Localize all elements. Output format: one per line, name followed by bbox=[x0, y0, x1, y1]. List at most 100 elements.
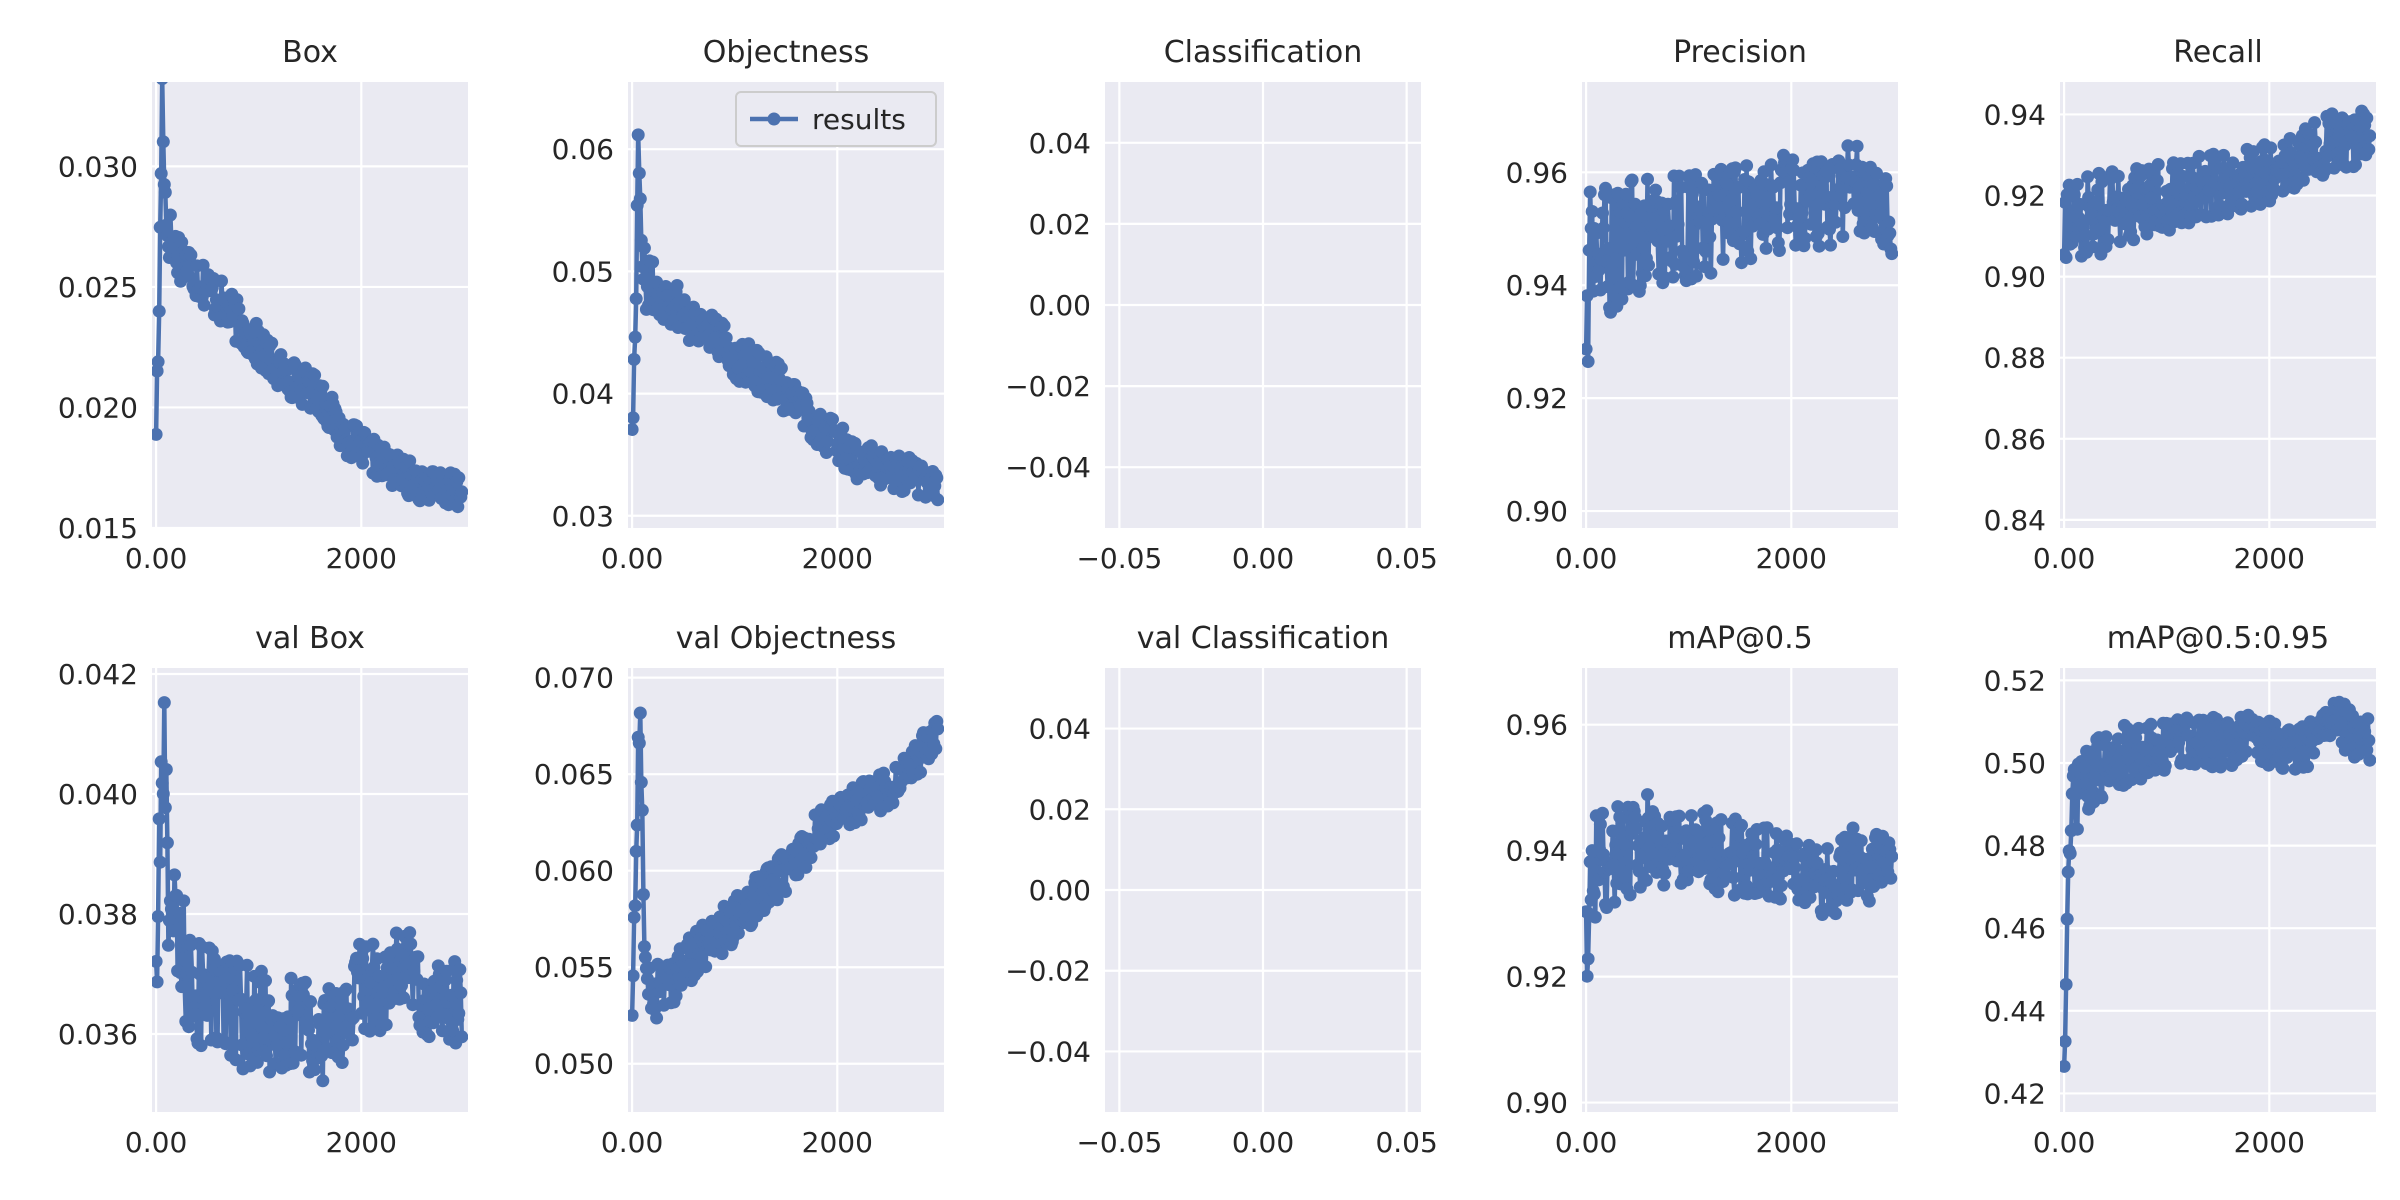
data-point bbox=[1615, 292, 1629, 306]
y-tick-label: 0.52 bbox=[1984, 664, 2046, 697]
data-point bbox=[173, 906, 187, 920]
data-point bbox=[1811, 227, 1825, 240]
data-point bbox=[158, 185, 172, 199]
y-tick-label: 0.015 bbox=[58, 512, 138, 545]
data-point bbox=[819, 446, 833, 459]
data-point bbox=[1649, 183, 1663, 197]
subplot-10: 0.42 0.44 0.46 0.48 0.50 0.52 0.00 2000 mAP@0.5:… bbox=[1984, 621, 2376, 1159]
data-point bbox=[2111, 169, 2125, 183]
x-tick-label: 2000 bbox=[802, 1126, 873, 1159]
y-tick-label: 0.042 bbox=[58, 658, 138, 691]
data-point bbox=[2060, 912, 2074, 926]
data-point bbox=[637, 940, 651, 954]
data-point bbox=[1883, 226, 1897, 240]
data-point bbox=[1794, 178, 1808, 192]
data-point bbox=[1582, 969, 1594, 983]
x-tick-label: 0.00 bbox=[125, 542, 187, 575]
data-point bbox=[1803, 188, 1817, 202]
data-point bbox=[1583, 855, 1597, 869]
data-point bbox=[2140, 227, 2154, 241]
x-tick-label: 0.00 bbox=[1232, 1126, 1294, 1159]
data-point bbox=[836, 421, 850, 435]
data-point bbox=[628, 330, 642, 344]
data-point bbox=[872, 790, 885, 804]
data-point bbox=[366, 937, 380, 951]
data-point bbox=[628, 969, 640, 983]
data-point bbox=[1714, 813, 1728, 827]
data-point bbox=[2360, 743, 2374, 757]
x-tick-label: 0.00 bbox=[601, 1126, 663, 1159]
y-tick-label: 0.030 bbox=[58, 150, 138, 183]
y-tick-label: 0.92 bbox=[1506, 961, 1568, 994]
data-point bbox=[1666, 270, 1680, 284]
data-point bbox=[1726, 870, 1740, 884]
data-point bbox=[638, 950, 652, 964]
data-point bbox=[1829, 215, 1843, 229]
data-point bbox=[854, 813, 868, 827]
data-point bbox=[356, 456, 370, 470]
y-tick-label: −0.02 bbox=[1005, 370, 1091, 403]
data-point bbox=[1611, 800, 1625, 814]
data-point bbox=[1587, 887, 1601, 901]
y-tick-label: 0.46 bbox=[1984, 912, 2046, 945]
data-point bbox=[2081, 170, 2095, 184]
data-point bbox=[152, 954, 163, 968]
subplot-7: 0.050 0.055 0.060 0.065 0.070 0.00 2000 val Obj… bbox=[534, 621, 944, 1159]
data-point bbox=[298, 975, 312, 989]
y-tick-label: 0.90 bbox=[1506, 1087, 1568, 1120]
data-point bbox=[157, 696, 171, 710]
data-point bbox=[282, 1035, 296, 1049]
y-tick-label: 0.96 bbox=[1506, 709, 1568, 742]
data-point bbox=[931, 493, 944, 507]
y-tick-label: 0.070 bbox=[534, 662, 614, 695]
subplot-3: −0.04 −0.02 0.00 0.02 0.04 −0.05 0.00 0.05 Class… bbox=[1005, 35, 1438, 575]
data-point bbox=[2284, 746, 2298, 760]
data-point bbox=[1641, 172, 1654, 186]
data-point bbox=[1862, 894, 1876, 908]
subplot-6: 0.036 0.038 0.040 0.042 0.00 2000 val Box bbox=[58, 621, 468, 1159]
data-point bbox=[249, 993, 263, 1007]
data-point bbox=[715, 947, 729, 961]
y-tick-label: 0.02 bbox=[1029, 208, 1091, 241]
data-point bbox=[630, 818, 644, 832]
data-point bbox=[152, 812, 166, 826]
data-point bbox=[1582, 342, 1593, 356]
data-point bbox=[636, 888, 650, 901]
data-point bbox=[2095, 791, 2109, 805]
data-point bbox=[215, 274, 228, 288]
data-point bbox=[1760, 821, 1774, 835]
data-point bbox=[1655, 819, 1669, 833]
data-point bbox=[1814, 155, 1828, 169]
data-point bbox=[1884, 871, 1898, 885]
data-point bbox=[302, 1023, 315, 1037]
data-point bbox=[1773, 892, 1787, 906]
data-point bbox=[2060, 1034, 2072, 1048]
y-tick-label: 0.06 bbox=[552, 133, 614, 166]
subplot-2: 0.03 0.04 0.05 0.06 0.00 2000 Objectness result… bbox=[552, 35, 944, 575]
data-point bbox=[888, 474, 902, 488]
data-point bbox=[152, 427, 163, 441]
data-point bbox=[182, 1020, 196, 1034]
y-tick-label: −0.04 bbox=[1005, 1035, 1091, 1068]
data-point bbox=[635, 803, 649, 817]
data-point bbox=[250, 1055, 264, 1069]
data-point bbox=[1685, 187, 1699, 201]
y-tick-label: 0.065 bbox=[534, 758, 614, 791]
data-point bbox=[1729, 205, 1743, 219]
data-point bbox=[1617, 243, 1631, 257]
y-tick-label: 0.92 bbox=[1984, 180, 2046, 213]
data-point bbox=[1770, 221, 1784, 235]
data-point bbox=[2101, 233, 2115, 247]
data-point bbox=[221, 999, 235, 1013]
subplot-title: val Box bbox=[255, 621, 365, 656]
data-point bbox=[355, 1006, 369, 1020]
data-point bbox=[316, 379, 330, 393]
y-tick-label: 0.94 bbox=[1506, 269, 1568, 302]
data-point bbox=[2067, 188, 2081, 202]
data-point bbox=[1749, 837, 1763, 851]
data-point bbox=[2144, 191, 2158, 205]
data-point bbox=[2078, 761, 2092, 775]
data-point bbox=[345, 1033, 359, 1047]
data-point bbox=[262, 994, 276, 1008]
